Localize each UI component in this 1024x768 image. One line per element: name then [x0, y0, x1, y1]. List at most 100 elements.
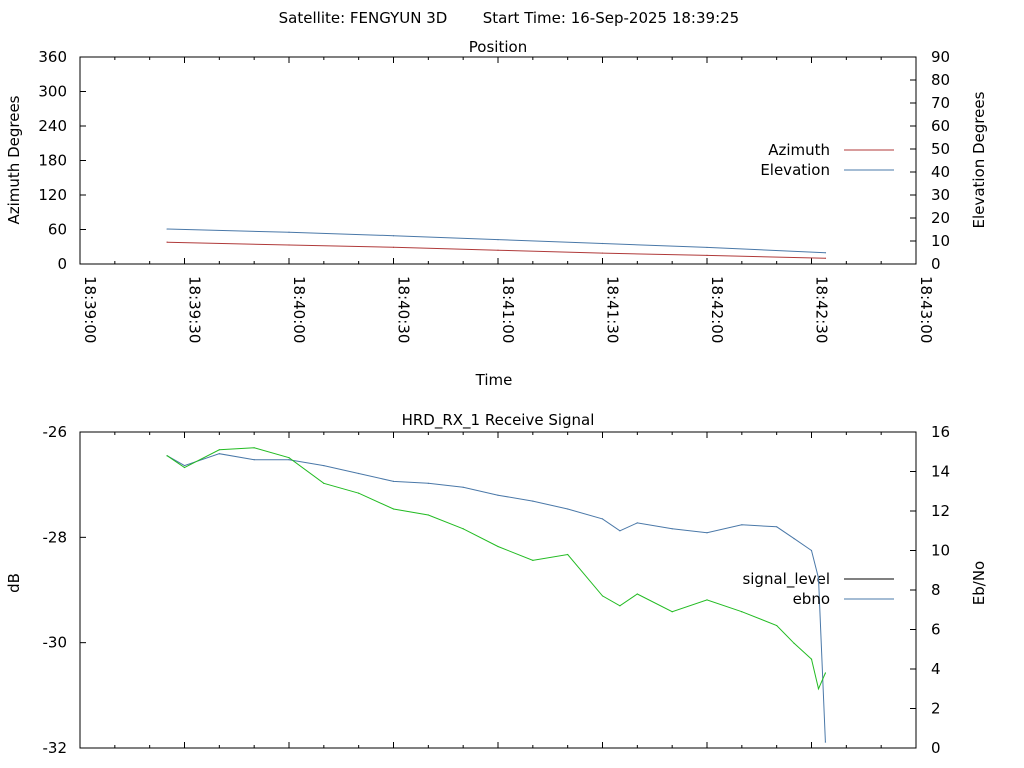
position-y-axis-label-left: Azimuth Degrees [5, 95, 23, 224]
position-y-tick-label-left: 300 [38, 83, 67, 101]
signal-data-point [817, 688, 820, 690]
position-data-point [824, 252, 827, 254]
position-y-tick-label-right: 90 [931, 48, 950, 66]
position-legend-label: Azimuth [768, 141, 830, 159]
signal-data-point [323, 464, 325, 467]
position-x-axis-label: Time [475, 371, 513, 389]
header-satellite: Satellite: FENGYUN 3D [279, 9, 448, 27]
signal-y-tick-label-right: 0 [931, 739, 941, 757]
signal-data-point [793, 642, 795, 644]
position-data-point [706, 254, 708, 256]
signal-data-point [567, 508, 569, 510]
position-x-tick-label: 18:42:00 [708, 276, 726, 343]
signal-data-point [601, 595, 604, 597]
signal-data-point [392, 508, 395, 510]
position-x-tick-label: 18:41:00 [499, 276, 517, 343]
signal-data-point [392, 480, 395, 482]
position-data-point [824, 257, 827, 259]
signal-data-point [741, 611, 743, 613]
signal-data-point [741, 524, 743, 526]
position-data-point [497, 239, 499, 241]
signal-data-point [671, 528, 673, 530]
signal-data-point [706, 599, 708, 601]
position-y-tick-label-left: 60 [48, 221, 67, 239]
signal-y-tick-label-left: -26 [43, 423, 68, 441]
header-start-time: Start Time: 16-Sep-2025 18:39:25 [483, 9, 739, 27]
position-y-tick-label-right: 30 [931, 186, 950, 204]
position-data-point [497, 249, 499, 251]
signal-data-point [636, 522, 638, 524]
signal-y-tick-label-right: 4 [931, 660, 941, 678]
position-y-tick-label-right: 40 [931, 163, 950, 181]
signal-data-point [497, 545, 499, 548]
position-data-point [392, 235, 395, 237]
signal-data-point [601, 518, 604, 520]
signal-data-point [288, 459, 290, 461]
signal-data-point [218, 449, 220, 451]
signal-y-tick-label-right: 8 [931, 581, 941, 599]
position-legend-label: Elevation [760, 161, 830, 179]
signal-data-point [253, 459, 255, 461]
signal-data-point [183, 466, 186, 469]
signal-data-point [358, 472, 360, 475]
signal-data-point [218, 453, 220, 455]
position-data-point [601, 252, 604, 254]
signal-plot-frame [79, 431, 917, 749]
signal-data-point [323, 482, 325, 484]
signal-data-point [706, 532, 708, 534]
signal-y-tick-label-left: -30 [43, 634, 68, 652]
signal-y-tick-label-right: 14 [931, 463, 950, 481]
signal-y-tick-label-left: -32 [43, 739, 68, 757]
signal-data-point [532, 500, 534, 502]
position-data-point [166, 241, 168, 243]
position-data-point [392, 246, 395, 248]
position-x-tick-label: 18:41:30 [604, 276, 622, 343]
position-chart-title: Position [469, 38, 527, 56]
position-x-tick-label: 18:39:00 [81, 276, 99, 343]
signal-data-point [671, 611, 673, 613]
position-y-tick-label-right: 0 [931, 255, 941, 273]
position-y-tick-label-left: 360 [38, 48, 67, 66]
signal-data-point [183, 464, 186, 467]
position-y-tick-label-left: 0 [57, 255, 67, 273]
signal-data-point [776, 624, 778, 627]
position-data-point [288, 244, 290, 246]
position-x-tick-label: 18:39:30 [186, 276, 204, 343]
position-y-tick-label-right: 20 [931, 209, 950, 227]
signal-chart-title: HRD_RX_1 Receive Signal [402, 411, 595, 430]
signal-data-point [793, 538, 795, 540]
signal-data-point [567, 553, 569, 556]
position-series-line-Azimuth [167, 241, 826, 259]
position-y-tick-label-right: 70 [931, 94, 950, 112]
position-x-tick-label: 18:40:00 [290, 276, 308, 343]
signal-data-point [824, 672, 827, 674]
position-x-tick-label: 18:43:00 [917, 276, 935, 343]
signal-y-tick-label-right: 12 [931, 502, 950, 520]
signal-y-tick-label-right: 10 [931, 542, 950, 560]
signal-data-point [462, 528, 464, 530]
signal-y-tick-label-right: 16 [931, 423, 950, 441]
position-data-point [601, 242, 604, 245]
signal-data-point [427, 514, 429, 516]
signal-data-point [776, 526, 778, 528]
signal-data-point [166, 455, 168, 457]
position-chart: Position 18:39:00 18:39:30 18:40:00 18:40:30… [5, 38, 988, 389]
signal-y-tick-label-left: -28 [43, 528, 68, 546]
signal-data-point [817, 577, 820, 579]
signal-legend-label: ebno [793, 590, 830, 608]
position-y-tick-label-left: 180 [38, 152, 67, 170]
position-data-point [166, 228, 168, 230]
position-x-tick-label: 18:40:30 [395, 276, 413, 343]
signal-data-point [810, 549, 813, 552]
signal-data-point [427, 482, 429, 484]
position-series-line-Elevation [167, 228, 826, 254]
signal-y-axis-label-left: dB [5, 573, 23, 593]
signal-legend-label: signal_level [742, 570, 830, 589]
position-y-tick-label-right: 10 [931, 232, 950, 250]
signal-y-axis-label-right: Eb/No [970, 561, 988, 605]
position-y-tick-label-left: 120 [38, 186, 67, 204]
signal-y-tick-label-right: 2 [931, 700, 941, 718]
signal-data-point [497, 494, 499, 496]
position-y-tick-label-right: 80 [931, 71, 950, 89]
